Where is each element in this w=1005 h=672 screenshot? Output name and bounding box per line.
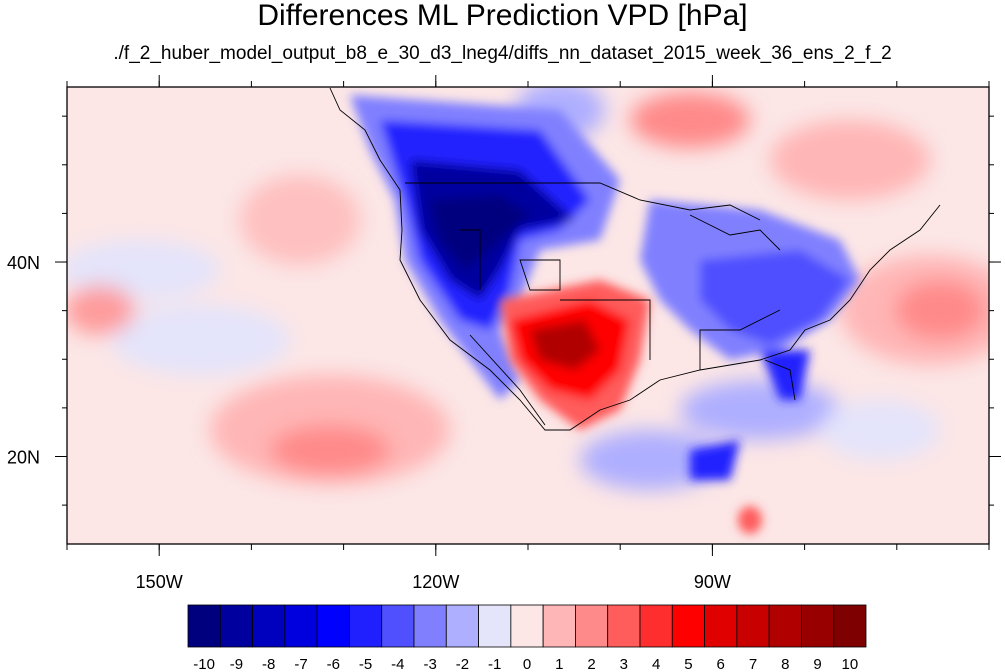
colorbar-label: -4: [391, 656, 404, 672]
x-tick-label: 150W: [136, 572, 183, 592]
colorbar-label: -9: [230, 656, 243, 672]
colorbar-swatch: [510, 604, 544, 648]
colorbar-swatch: [187, 604, 221, 648]
colorbar-label: -6: [327, 656, 340, 672]
colorbar-label: 8: [781, 656, 789, 672]
colorbar-swatch: [478, 604, 512, 648]
colorbar-label: 2: [587, 656, 595, 672]
colorbar-swatch: [639, 604, 673, 648]
axis-ticks: [55, 75, 1001, 556]
colorbar-label: 3: [620, 656, 628, 672]
colorbar-label: 5: [684, 656, 692, 672]
colorbar-label: 7: [749, 656, 757, 672]
colorbar-swatch: [768, 604, 802, 648]
colorbar: [187, 604, 867, 648]
colorbar-labels: -10 -9 -8 -7 -6 -5 -4 -3 -2 -1 0 1 2 3 4 5 6 7 8 9 10: [193, 656, 858, 672]
colorbar-swatch: [316, 604, 350, 648]
colorbar-label: 6: [717, 656, 725, 672]
colorbar-label: 9: [813, 656, 821, 672]
y-tick-label: 40N: [7, 253, 40, 273]
axis-tick-labels: 150W 120W 90W 40N 20N: [7, 253, 731, 592]
colorbar-label: -2: [456, 656, 469, 672]
map-subtitle: ./f_2_huber_model_output_b8_e_30_d3_lneg…: [113, 43, 892, 64]
colorbar-swatch: [381, 604, 415, 648]
heatmap-field: [67, 87, 989, 544]
colorbar-swatch: [284, 604, 318, 648]
colorbar-swatch: [575, 604, 609, 648]
colorbar-label: -3: [423, 656, 436, 672]
colorbar-swatch: [445, 604, 479, 648]
colorbar-swatch: [349, 604, 383, 648]
colorbar-label: -8: [262, 656, 275, 672]
y-tick-label: 20N: [7, 447, 40, 467]
colorbar-label: -1: [488, 656, 501, 672]
colorbar-swatch: [704, 604, 738, 648]
colorbar-swatch: [833, 604, 867, 648]
x-tick-label: 90W: [694, 572, 731, 592]
colorbar-label: 1: [555, 656, 563, 672]
map-title: Differences ML Prediction VPD [hPa]: [257, 0, 748, 32]
colorbar-swatch: [413, 604, 447, 648]
colorbar-swatch: [252, 604, 286, 648]
colorbar-label: -5: [359, 656, 372, 672]
colorbar-label: -10: [193, 656, 215, 672]
colorbar-label: 10: [842, 656, 859, 672]
colorbar-swatch: [671, 604, 705, 648]
colorbar-swatch: [219, 604, 253, 648]
colorbar-swatch: [542, 604, 576, 648]
colorbar-swatch: [736, 604, 770, 648]
colorbar-swatch: [801, 604, 835, 648]
x-tick-label: 120W: [412, 572, 459, 592]
colorbar-swatch: [607, 604, 641, 648]
colorbar-label: 0: [523, 656, 531, 672]
colorbar-label: -7: [294, 656, 307, 672]
colorbar-label: 4: [652, 656, 660, 672]
